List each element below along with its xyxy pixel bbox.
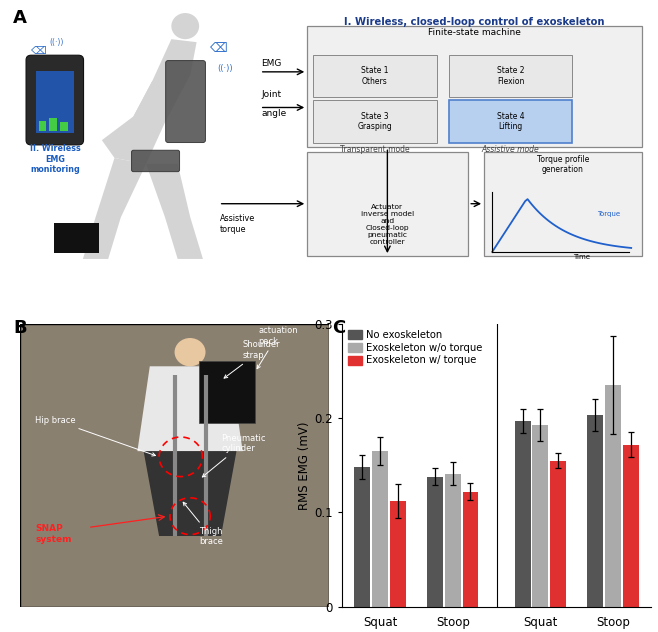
Text: angle: angle bbox=[261, 109, 286, 118]
Bar bbox=[463, 492, 478, 607]
Polygon shape bbox=[146, 164, 203, 259]
Polygon shape bbox=[138, 367, 243, 451]
Text: Hip brace: Hip brace bbox=[36, 416, 155, 456]
Text: Thigh
brace: Thigh brace bbox=[183, 502, 223, 547]
Bar bbox=[588, 415, 603, 607]
Text: B: B bbox=[13, 319, 27, 337]
Polygon shape bbox=[114, 39, 197, 164]
Text: II. Wireless
EMG
monitoring: II. Wireless EMG monitoring bbox=[30, 144, 80, 174]
FancyBboxPatch shape bbox=[313, 54, 437, 97]
FancyBboxPatch shape bbox=[449, 100, 572, 143]
Text: ((·)): ((·)) bbox=[49, 38, 64, 47]
Text: Torque: Torque bbox=[597, 212, 620, 217]
Text: State 2
Flexion: State 2 Flexion bbox=[497, 66, 524, 86]
Text: Assistive mode: Assistive mode bbox=[482, 145, 540, 154]
Text: ⌫: ⌫ bbox=[31, 46, 47, 56]
Polygon shape bbox=[143, 451, 236, 536]
Bar bbox=[354, 467, 370, 607]
Bar bbox=[55, 223, 99, 253]
Bar bbox=[372, 451, 388, 607]
Y-axis label: RMS EMG (mV): RMS EMG (mV) bbox=[298, 421, 311, 509]
Text: Joint: Joint bbox=[261, 90, 281, 99]
Text: Time: Time bbox=[573, 254, 590, 260]
FancyBboxPatch shape bbox=[132, 150, 180, 172]
Polygon shape bbox=[102, 81, 165, 158]
Text: Assistive
torque: Assistive torque bbox=[220, 214, 255, 234]
FancyBboxPatch shape bbox=[307, 152, 468, 256]
Bar bbox=[623, 444, 639, 607]
Text: C: C bbox=[332, 319, 345, 337]
FancyBboxPatch shape bbox=[484, 152, 642, 256]
Legend: No exoskeleton, Exoskeleton w/o torque, Exoskeleton w/ torque: No exoskeleton, Exoskeleton w/o torque, … bbox=[345, 327, 485, 368]
Bar bbox=[49, 118, 57, 131]
Bar bbox=[515, 421, 531, 607]
Text: Shoulder
strap: Shoulder strap bbox=[224, 341, 280, 378]
Text: Finite-state machine: Finite-state machine bbox=[428, 28, 521, 37]
Bar bbox=[199, 361, 255, 423]
Bar bbox=[550, 461, 566, 607]
Bar bbox=[445, 474, 461, 607]
Text: Transparent mode: Transparent mode bbox=[340, 145, 409, 154]
Bar bbox=[390, 501, 406, 607]
Text: ((·)): ((·)) bbox=[217, 64, 233, 73]
Polygon shape bbox=[83, 158, 146, 259]
FancyBboxPatch shape bbox=[449, 54, 572, 97]
Text: I. Wireless, closed-loop control of exoskeleton: I. Wireless, closed-loop control of exos… bbox=[344, 16, 605, 27]
Text: SNAP
system: SNAP system bbox=[36, 525, 72, 544]
Bar bbox=[605, 385, 621, 607]
Circle shape bbox=[174, 338, 205, 367]
Bar bbox=[532, 425, 548, 607]
Circle shape bbox=[171, 13, 199, 39]
Text: Pneumatic
cylinder: Pneumatic cylinder bbox=[202, 434, 266, 477]
Text: ⌫: ⌫ bbox=[210, 42, 228, 54]
Text: Pneumatic
actuation
pack: Pneumatic actuation pack bbox=[257, 316, 303, 368]
FancyBboxPatch shape bbox=[26, 55, 84, 145]
Text: State 1
Others: State 1 Others bbox=[361, 66, 388, 86]
FancyBboxPatch shape bbox=[313, 100, 437, 143]
Text: Torque profile
generation: Torque profile generation bbox=[537, 155, 589, 174]
FancyBboxPatch shape bbox=[307, 25, 642, 147]
Bar bbox=[427, 477, 443, 607]
Text: Actuator
inverse model
and
Closed-loop
pneumatic
controller: Actuator inverse model and Closed-loop p… bbox=[361, 204, 414, 245]
Bar bbox=[39, 121, 46, 131]
Bar bbox=[36, 71, 74, 133]
Text: State 3
Grasping: State 3 Grasping bbox=[357, 112, 392, 131]
Bar bbox=[60, 123, 68, 131]
FancyBboxPatch shape bbox=[166, 61, 205, 143]
Text: State 4
Lifting: State 4 Lifting bbox=[497, 112, 524, 131]
Text: A: A bbox=[13, 9, 27, 27]
Text: EMG: EMG bbox=[261, 59, 282, 68]
